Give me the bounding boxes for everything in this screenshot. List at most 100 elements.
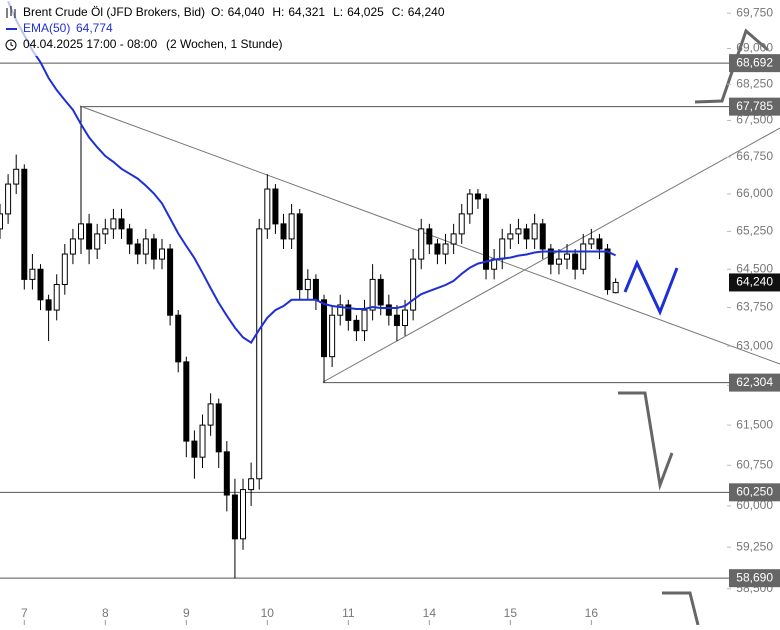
- x-tick-label: 11: [342, 606, 355, 620]
- x-tick-label: 7: [21, 606, 28, 620]
- candle-body: [61, 253, 68, 285]
- clock-icon: [10, 42, 14, 47]
- candle-body: [78, 223, 85, 240]
- candle-body: [45, 299, 52, 311]
- y-tick-label: 66,000: [736, 186, 773, 200]
- candle-body: [588, 238, 595, 245]
- y-tick-label: 59,250: [736, 539, 773, 553]
- y-tick-label: 67,500: [736, 113, 773, 127]
- level-label-bg: [729, 373, 780, 392]
- candle-body: [0, 213, 3, 230]
- y-tick-label: 64,500: [736, 261, 773, 275]
- level-label: 67,785: [736, 99, 773, 113]
- y-tick-label: 63,750: [736, 300, 773, 314]
- level-label: 60,250: [736, 484, 773, 498]
- candle-body: [361, 309, 368, 332]
- candle-body: [167, 248, 174, 316]
- level-label: 62,304: [736, 375, 773, 389]
- instrument-title: Brent Crude Öl (JFD Brokers, Bid): [23, 5, 205, 19]
- candle-body: [86, 223, 93, 250]
- candle-body: [466, 193, 473, 215]
- ohlc-value: 64,240: [408, 5, 445, 19]
- candle-body: [110, 218, 117, 230]
- candle-body: [183, 361, 190, 442]
- candle-body: [280, 223, 287, 240]
- y-tick-label: 68,250: [736, 76, 773, 90]
- candle-body: [507, 233, 514, 240]
- x-tick-label: 9: [183, 606, 190, 620]
- candle-body: [134, 243, 141, 255]
- header-bg: [0, 0, 460, 56]
- ohlc-value: 64,321: [288, 5, 325, 19]
- ohlc-label: C:: [392, 5, 404, 19]
- candle-body: [410, 258, 417, 311]
- ema-legend-value: 64,774: [76, 21, 113, 35]
- candle-body: [450, 233, 457, 245]
- level-label-bg: [729, 483, 780, 502]
- x-tick-label: 14: [423, 606, 437, 620]
- candle-body: [69, 238, 76, 255]
- candle-body: [474, 193, 481, 200]
- candle-body: [215, 403, 222, 453]
- candle-body: [442, 243, 449, 255]
- x-tick-label: 16: [585, 606, 599, 620]
- last-price-label: 64,240: [736, 275, 773, 289]
- candle-body: [499, 238, 506, 260]
- candle-body: [539, 223, 546, 250]
- candle-body: [150, 238, 157, 260]
- candle-body: [531, 223, 538, 240]
- level-label: 58,690: [736, 570, 773, 584]
- candle-body: [207, 403, 214, 426]
- candle-body: [5, 183, 12, 215]
- candle-body: [572, 253, 579, 270]
- ohlc-value: 64,025: [347, 5, 384, 19]
- y-tick-label: 61,500: [736, 417, 773, 431]
- candle-body: [272, 188, 279, 225]
- candle-body: [223, 451, 230, 496]
- candle-body: [199, 424, 206, 458]
- candle-body: [555, 258, 562, 265]
- arrow-drawing: [618, 391, 674, 491]
- candle-body: [312, 278, 319, 301]
- candle-body: [13, 168, 20, 185]
- candle-body: [126, 228, 133, 245]
- candle-body: [37, 268, 44, 301]
- candle-body: [523, 228, 530, 240]
- candle-body: [102, 228, 109, 235]
- ohlc-label: H:: [272, 5, 284, 19]
- candle-body: [321, 299, 328, 358]
- last-price-bg: [729, 273, 780, 292]
- x-tick-label: 10: [261, 606, 275, 620]
- level-label-bg: [729, 54, 780, 73]
- candle-body: [369, 278, 376, 311]
- candle-body: [118, 218, 125, 230]
- candle-body: [564, 253, 571, 260]
- candle-body: [142, 238, 149, 255]
- candle-body: [483, 198, 490, 270]
- candle-body: [426, 228, 433, 245]
- ohlc-value: 64,040: [228, 5, 265, 19]
- y-tick-label: 60,750: [736, 457, 773, 471]
- candle-body: [248, 478, 255, 491]
- candle-body: [231, 494, 238, 540]
- candle-body: [296, 213, 303, 291]
- candle-body: [159, 248, 166, 260]
- candle-body: [264, 188, 271, 230]
- candle-body: [345, 304, 352, 321]
- ema-line: [7, 1, 617, 344]
- candle-body: [434, 243, 441, 255]
- x-tick-label: 15: [504, 606, 518, 620]
- candle-body: [240, 489, 247, 540]
- candle-body: [329, 314, 336, 358]
- x-tick-label: 8: [102, 606, 109, 620]
- header-icon: [6, 6, 16, 18]
- candle-body: [191, 440, 198, 458]
- candle-body: [353, 319, 360, 332]
- candle-body: [393, 314, 400, 327]
- period: 04.04.2025 17:00 - 08:00: [23, 37, 157, 51]
- candle-body: [596, 238, 603, 250]
- candle-body: [53, 283, 60, 311]
- candle-body: [458, 213, 465, 235]
- ema-legend-name: EMA(50): [23, 21, 70, 35]
